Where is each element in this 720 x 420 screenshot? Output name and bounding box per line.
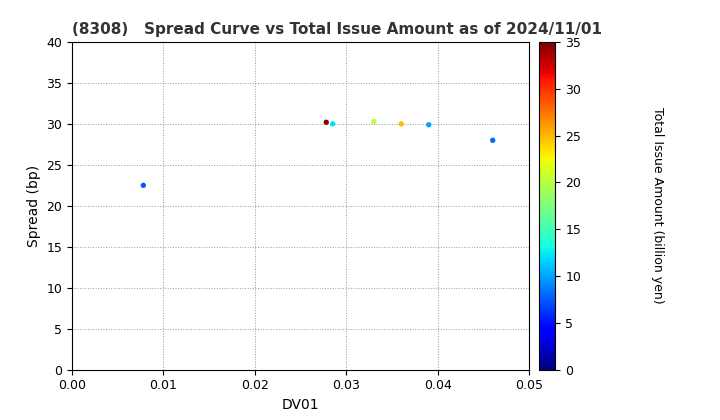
Point — [423, 121, 434, 128]
Point — [320, 119, 332, 126]
Point — [487, 137, 498, 144]
Y-axis label: Total Issue Amount (billion yen): Total Issue Amount (billion yen) — [652, 108, 665, 304]
Text: (8308)   Spread Curve vs Total Issue Amount as of 2024/11/01: (8308) Spread Curve vs Total Issue Amoun… — [72, 22, 602, 37]
Y-axis label: Spread (bp): Spread (bp) — [27, 165, 41, 247]
Point — [368, 118, 379, 125]
Point — [327, 121, 338, 127]
Point — [395, 121, 407, 127]
Point — [138, 182, 149, 189]
X-axis label: DV01: DV01 — [282, 398, 320, 412]
